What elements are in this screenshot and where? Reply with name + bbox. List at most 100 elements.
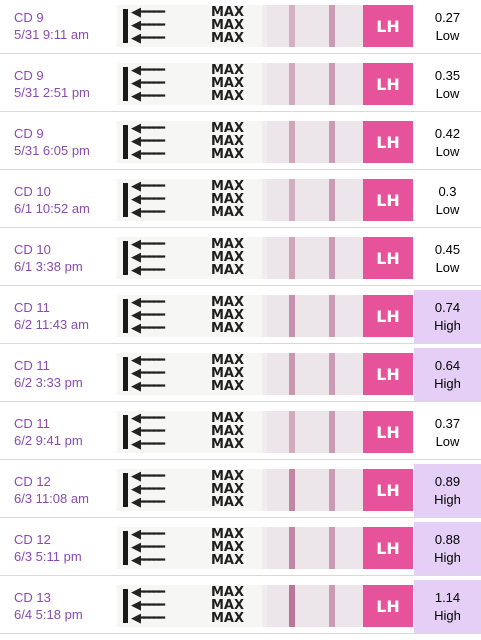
strip-handle: ◀━━━━━ ◀━━━━━ ◀━━━━━ MAX MAX MAX: [117, 469, 262, 511]
result-level: Low: [435, 201, 460, 217]
test-row[interactable]: CD 12 6/3 11:08 am ◀━━━━━ ◀━━━━━ ◀━━━━━ MAX…: [0, 464, 481, 518]
result-value: 0.27: [434, 9, 461, 25]
result-cell: 0.88 High: [414, 522, 481, 575]
test-date: CD 10 6/1 10:52 am: [14, 183, 114, 217]
test-datetime: 6/3 5:11 pm: [14, 549, 82, 564]
result-value: 0.74: [434, 299, 461, 315]
strip-arrows-icon: ◀━━━━━ ◀━━━━━ ◀━━━━━: [131, 411, 165, 452]
result-window: [267, 353, 363, 395]
test-row[interactable]: CD 12 6/3 5:11 pm ◀━━━━━ ◀━━━━━ ◀━━━━━ MAX M…: [0, 522, 481, 576]
strip-black-bar: [123, 589, 128, 623]
test-strip-image: ◀━━━━━ ◀━━━━━ ◀━━━━━ MAX MAX MAX LH: [117, 585, 413, 627]
test-line: [289, 295, 295, 337]
test-row[interactable]: CD 13 6/4 5:18 pm ◀━━━━━ ◀━━━━━ ◀━━━━━ MAX M…: [0, 580, 481, 634]
lh-pad: LH: [363, 585, 413, 627]
control-line: [329, 179, 335, 221]
test-row[interactable]: CD 11 6/2 9:41 pm ◀━━━━━ ◀━━━━━ ◀━━━━━ MAX M…: [0, 406, 481, 460]
strip-max-label: MAX MAX MAX: [210, 121, 244, 162]
result-level: Low: [435, 27, 460, 43]
test-datetime: 5/31 2:51 pm: [14, 85, 90, 100]
test-row[interactable]: CD 9 5/31 9:11 am ◀━━━━━ ◀━━━━━ ◀━━━━━ MAX M…: [0, 0, 481, 54]
result-window: [267, 63, 363, 105]
lh-pad: LH: [363, 527, 413, 569]
control-line: [329, 5, 335, 47]
test-datetime: 5/31 6:05 pm: [14, 143, 90, 158]
result-cell: 0.27 Low: [414, 0, 481, 53]
test-date: CD 11 6/2 9:41 pm: [14, 415, 114, 449]
result-window: [267, 585, 363, 627]
strip-max-label: MAX MAX MAX: [210, 5, 244, 46]
test-strip-image: ◀━━━━━ ◀━━━━━ ◀━━━━━ MAX MAX MAX LH: [117, 469, 413, 511]
result-level: Low: [435, 259, 460, 275]
lh-pad: LH: [363, 63, 413, 105]
control-line: [329, 527, 335, 569]
cycle-day-label: CD 12: [14, 532, 51, 547]
strip-max-label: MAX MAX MAX: [210, 295, 244, 336]
result-window: [267, 295, 363, 337]
result-cell: 0.3 Low: [414, 174, 481, 227]
result-value: 0.45: [434, 241, 461, 257]
result-cell: 0.35 Low: [414, 58, 481, 111]
cycle-day-label: CD 11: [14, 358, 50, 373]
lh-pad: LH: [363, 121, 413, 163]
strip-max-label: MAX MAX MAX: [210, 353, 244, 394]
control-line: [329, 237, 335, 279]
test-date: CD 12 6/3 5:11 pm: [14, 531, 114, 565]
strip-black-bar: [123, 473, 128, 507]
test-row[interactable]: CD 9 5/31 6:05 pm ◀━━━━━ ◀━━━━━ ◀━━━━━ MAX M…: [0, 116, 481, 170]
result-value: 0.37: [434, 415, 461, 431]
test-row[interactable]: CD 10 6/1 3:38 pm ◀━━━━━ ◀━━━━━ ◀━━━━━ MAX M…: [0, 232, 481, 286]
test-strip-image: ◀━━━━━ ◀━━━━━ ◀━━━━━ MAX MAX MAX LH: [117, 527, 413, 569]
strip-arrows-icon: ◀━━━━━ ◀━━━━━ ◀━━━━━: [131, 179, 165, 220]
test-line: [289, 353, 295, 395]
lh-pad: LH: [363, 179, 413, 221]
result-value: 0.64: [434, 357, 461, 373]
test-strip-image: ◀━━━━━ ◀━━━━━ ◀━━━━━ MAX MAX MAX LH: [117, 63, 413, 105]
test-datetime: 6/3 11:08 am: [14, 491, 89, 506]
strip-handle: ◀━━━━━ ◀━━━━━ ◀━━━━━ MAX MAX MAX: [117, 585, 262, 627]
test-date: CD 12 6/3 11:08 am: [14, 473, 114, 507]
control-line: [329, 585, 335, 627]
cycle-day-label: CD 11: [14, 300, 50, 315]
cycle-day-label: CD 12: [14, 474, 51, 489]
test-row[interactable]: CD 9 5/31 2:51 pm ◀━━━━━ ◀━━━━━ ◀━━━━━ MAX M…: [0, 58, 481, 112]
test-datetime: 6/2 9:41 pm: [14, 433, 83, 448]
result-value: 0.42: [434, 125, 461, 141]
test-row[interactable]: CD 11 6/2 3:33 pm ◀━━━━━ ◀━━━━━ ◀━━━━━ MAX M…: [0, 348, 481, 402]
control-line: [329, 353, 335, 395]
strip-black-bar: [123, 299, 128, 333]
strip-arrows-icon: ◀━━━━━ ◀━━━━━ ◀━━━━━: [131, 353, 165, 394]
strip-handle: ◀━━━━━ ◀━━━━━ ◀━━━━━ MAX MAX MAX: [117, 63, 262, 105]
result-level: Low: [435, 433, 460, 449]
strip-black-bar: [123, 531, 128, 565]
lh-pad: LH: [363, 411, 413, 453]
test-date: CD 13 6/4 5:18 pm: [14, 589, 114, 623]
test-datetime: 6/1 10:52 am: [14, 201, 90, 216]
result-value: 0.89: [434, 473, 461, 489]
cycle-day-label: CD 10: [14, 184, 51, 199]
result-cell: 0.89 High: [414, 464, 481, 517]
lh-pad: LH: [363, 5, 413, 47]
lh-pad: LH: [363, 469, 413, 511]
strip-arrows-icon: ◀━━━━━ ◀━━━━━ ◀━━━━━: [131, 469, 165, 510]
strip-arrows-icon: ◀━━━━━ ◀━━━━━ ◀━━━━━: [131, 5, 165, 46]
result-cell: 1.14 High: [414, 580, 481, 633]
strip-handle: ◀━━━━━ ◀━━━━━ ◀━━━━━ MAX MAX MAX: [117, 295, 262, 337]
result-cell: 0.37 Low: [414, 406, 481, 459]
cycle-day-label: CD 9: [14, 10, 44, 25]
result-level: Low: [435, 85, 460, 101]
test-strip-image: ◀━━━━━ ◀━━━━━ ◀━━━━━ MAX MAX MAX LH: [117, 237, 413, 279]
strip-arrows-icon: ◀━━━━━ ◀━━━━━ ◀━━━━━: [131, 63, 165, 104]
result-window: [267, 5, 363, 47]
strip-arrows-icon: ◀━━━━━ ◀━━━━━ ◀━━━━━: [131, 585, 165, 626]
result-window: [267, 179, 363, 221]
result-level: High: [434, 549, 461, 565]
test-row[interactable]: CD 10 6/1 10:52 am ◀━━━━━ ◀━━━━━ ◀━━━━━ MAX…: [0, 174, 481, 228]
result-value: 1.14: [434, 589, 461, 605]
strip-handle: ◀━━━━━ ◀━━━━━ ◀━━━━━ MAX MAX MAX: [117, 237, 262, 279]
test-date: CD 11 6/2 3:33 pm: [14, 357, 114, 391]
result-window: [267, 469, 363, 511]
test-row[interactable]: CD 11 6/2 11:43 am ◀━━━━━ ◀━━━━━ ◀━━━━━ MAX…: [0, 290, 481, 344]
cycle-day-label: CD 13: [14, 590, 51, 605]
strip-black-bar: [123, 183, 128, 217]
